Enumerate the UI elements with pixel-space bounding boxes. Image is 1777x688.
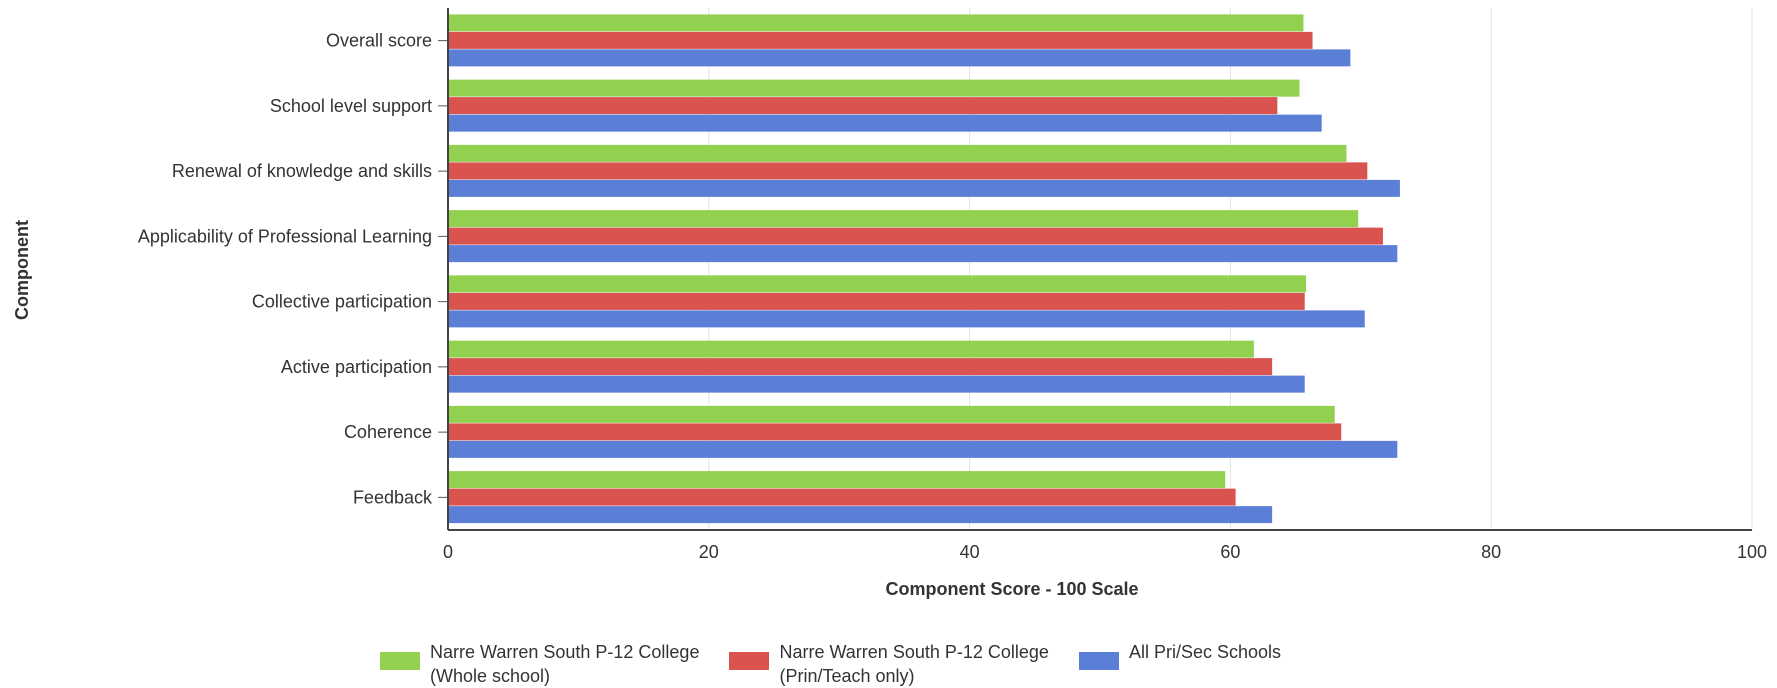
legend: Narre Warren South P-12 College (Whole s…: [380, 640, 1311, 688]
bar: [448, 471, 1226, 489]
bar: [448, 310, 1365, 328]
bar: [448, 358, 1273, 376]
bar: [448, 340, 1254, 358]
bar: [448, 405, 1335, 423]
legend-swatch: [1078, 652, 1119, 670]
bar: [448, 79, 1300, 97]
y-tick-label: Renewal of knowledge and skills: [172, 161, 432, 181]
y-tick-label: Active participation: [281, 357, 432, 377]
bar: [448, 14, 1304, 32]
legend-item: All Pri/Sec Schools: [1078, 640, 1281, 670]
bar: [448, 162, 1368, 180]
bar: [448, 210, 1359, 228]
legend-item: Narre Warren South P-12 College (Whole s…: [380, 640, 699, 688]
bar: [448, 292, 1305, 310]
bars: [448, 14, 1400, 524]
x-tick-label: 80: [1481, 542, 1501, 562]
legend-label: All Pri/Sec Schools: [1128, 642, 1281, 662]
y-tick-label: Overall score: [326, 31, 432, 51]
legend-swatch: [380, 652, 420, 670]
bar: [448, 114, 1322, 132]
legend-swatch: [729, 652, 770, 670]
bar: [448, 375, 1305, 393]
bar-chart: 0 20 40 60 80 100 Overall score School level su…: [12, 8, 1767, 599]
bar: [448, 227, 1383, 245]
bar: [448, 97, 1278, 115]
bar: [448, 506, 1273, 524]
axes: 0 20 40 60 80 100 Overall score School level su…: [138, 8, 1767, 562]
bar: [448, 440, 1398, 458]
x-tick-label: 60: [1220, 542, 1240, 562]
bar: [448, 31, 1313, 49]
bar: [448, 423, 1342, 441]
bar: [448, 144, 1347, 162]
bar: [448, 488, 1236, 506]
y-tick-label: Collective participation: [252, 292, 432, 312]
y-tick-label: Applicability of Professional Learning: [138, 226, 432, 246]
legend-label: Narre Warren South P-12 College (Prin/Te…: [779, 642, 1049, 686]
bar: [448, 179, 1400, 197]
x-axis-title: Component Score - 100 Scale: [885, 579, 1138, 599]
x-tick-label: 40: [960, 542, 980, 562]
legend-label: Narre Warren South P-12 College (Whole s…: [430, 642, 700, 686]
y-tick-label: Coherence: [344, 422, 432, 442]
x-tick-label: 100: [1737, 542, 1767, 562]
y-axis-title: Component: [12, 220, 32, 320]
bar: [448, 245, 1398, 263]
y-tick-label: School level support: [270, 96, 432, 116]
bar: [448, 275, 1307, 293]
x-tick-label: 20: [699, 542, 719, 562]
x-tick-label: 0: [443, 542, 453, 562]
bar: [448, 49, 1351, 67]
legend-item: Narre Warren South P-12 College (Prin/Te…: [729, 640, 1049, 688]
y-tick-label: Feedback: [353, 487, 433, 507]
